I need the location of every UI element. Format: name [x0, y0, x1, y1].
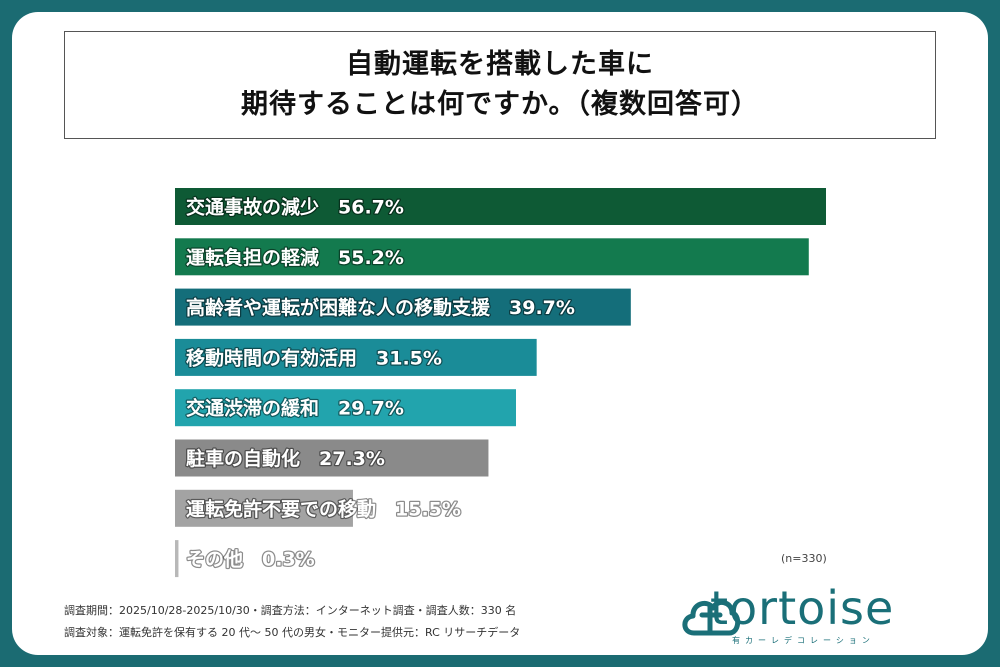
bar-label-4: 移動時間の有効活用 31.5%	[186, 346, 442, 369]
bar-4	[175, 338, 537, 376]
bar-label-5: 交通渋滞の緩和 29.7%	[186, 397, 404, 420]
bar-3	[175, 288, 631, 326]
bar-7	[175, 489, 353, 527]
sample-size-note: (n=330)	[781, 552, 827, 565]
tortoise-logo: tortoise 有カーレデコレーション	[680, 581, 940, 653]
footnote-survey-target: 調査対象：運転免許を保有する 20 代〜 50 代の男女・モニター提供元：RC …	[64, 626, 521, 639]
bar-1	[175, 188, 826, 225]
bar-label-2: 運転負担の軽減 55.2%	[186, 246, 404, 269]
bar-2	[175, 238, 809, 276]
bar-8	[175, 540, 179, 578]
bar-5	[175, 389, 516, 427]
title-box: 自動運転を搭載した車に 期待することは何ですか。（複数回答可）	[64, 31, 936, 139]
title-line-1: 自動運転を搭載した車に	[346, 49, 654, 80]
footnotes: 調査期間：2025/10/28-2025/10/30・調査方法：インターネット調…	[64, 600, 520, 644]
title-line-2: 期待することは何ですか。（複数回答可）	[241, 89, 759, 120]
bar-label-3: 高齢者や運転が困難な人の移動支援 39.7%	[186, 296, 575, 319]
logo-wordmark: tortoise	[710, 581, 895, 635]
footnote-survey-period: 調査期間：2025/10/28-2025/10/30・調査方法：インターネット調…	[64, 604, 517, 617]
bar-label-6: 駐車の自動化 27.3%	[186, 447, 385, 470]
bar-label-7: 運転免許不要での移動 15.5%	[186, 497, 461, 520]
bar-label-8: その他 0.3%	[186, 548, 315, 571]
cloud-logo-icon	[682, 599, 740, 636]
bar-6	[175, 439, 489, 477]
logo-tagline: 有カーレデコレーション	[732, 636, 875, 645]
bar-label-1: 交通事故の減少 56.7%	[186, 196, 404, 219]
